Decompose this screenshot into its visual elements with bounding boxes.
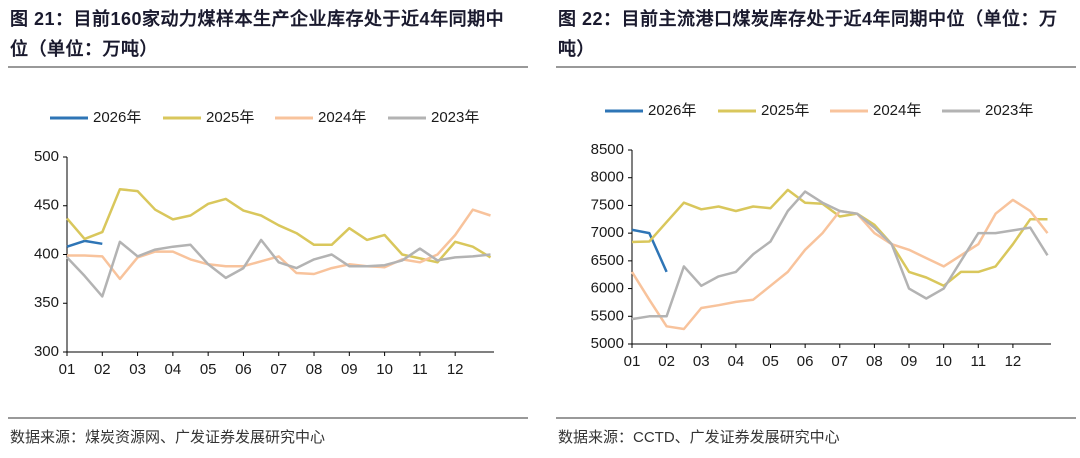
y-tick-label: 5000 [591,335,624,352]
x-tick-label: 01 [59,361,76,378]
y-tick-label: 8000 [591,169,624,186]
series-line [630,198,1049,331]
y-tick-label: 450 [34,197,59,214]
y-tick-label: 300 [34,343,59,360]
y-tick-label: 5500 [591,307,624,324]
x-tick-label: 02 [658,353,675,370]
x-tick-label: 08 [306,361,323,378]
source-note: 数据来源：CCTD、广发证券发展研究中心 [558,429,840,446]
legend-label: 2023年 [985,102,1033,119]
x-tick-label: 11 [970,353,986,370]
legend-label: 2024年 [873,102,921,119]
y-tick-label: 8500 [591,141,624,158]
x-tick-label: 09 [901,353,918,370]
x-tick-label: 11 [412,361,428,378]
y-tick-label: 400 [34,245,59,262]
series-line [66,238,491,298]
y-tick-label: 7500 [591,196,624,213]
x-tick-label: 09 [341,361,358,378]
source-note: 数据来源：煤炭资源网、广发证券发展研究中心 [10,429,326,446]
x-tick-label: 03 [693,353,710,370]
x-tick-label: 01 [624,353,641,370]
x-tick-label: 10 [935,353,952,370]
chart-title: 图 22：目前主流港口煤炭库存处于近4年同期中位（单位：万吨） [558,9,1058,59]
x-tick-label: 05 [200,361,217,378]
x-tick-label: 03 [129,361,146,378]
x-tick-label: 02 [94,361,111,378]
y-tick-label: 500 [34,148,59,165]
x-tick-label: 06 [235,361,252,378]
y-tick-label: 7000 [591,224,624,241]
y-tick-label: 6500 [591,252,624,269]
x-tick-label: 04 [728,353,745,370]
x-tick-label: 08 [866,353,883,370]
legend-label: 2026年 [648,102,696,119]
x-tick-label: 07 [270,361,287,378]
x-tick-label: 06 [797,353,814,370]
series-line [66,239,103,248]
chart-title: 图 21：目前160家动力煤样本生产企业库存处于近4年同期中位（单位：万吨） [10,9,505,59]
x-tick-label: 10 [376,361,393,378]
y-tick-label: 6000 [591,280,624,297]
x-tick-label: 12 [447,361,464,378]
x-tick-label: 05 [762,353,779,370]
legend-label: 2026年 [93,109,141,126]
x-tick-label: 12 [1005,353,1022,370]
series-line [631,228,668,273]
legend-label: 2025年 [761,102,809,119]
series-line [67,208,491,281]
y-tick-label: 350 [34,294,59,311]
series-line [631,188,1048,288]
x-tick-label: 04 [165,361,182,378]
series-line [631,190,1049,321]
x-tick-label: 07 [831,353,848,370]
legend-label: 2025年 [206,109,254,126]
legend-label: 2023年 [431,109,479,126]
legend-label: 2024年 [318,109,366,126]
series-line [66,187,492,264]
